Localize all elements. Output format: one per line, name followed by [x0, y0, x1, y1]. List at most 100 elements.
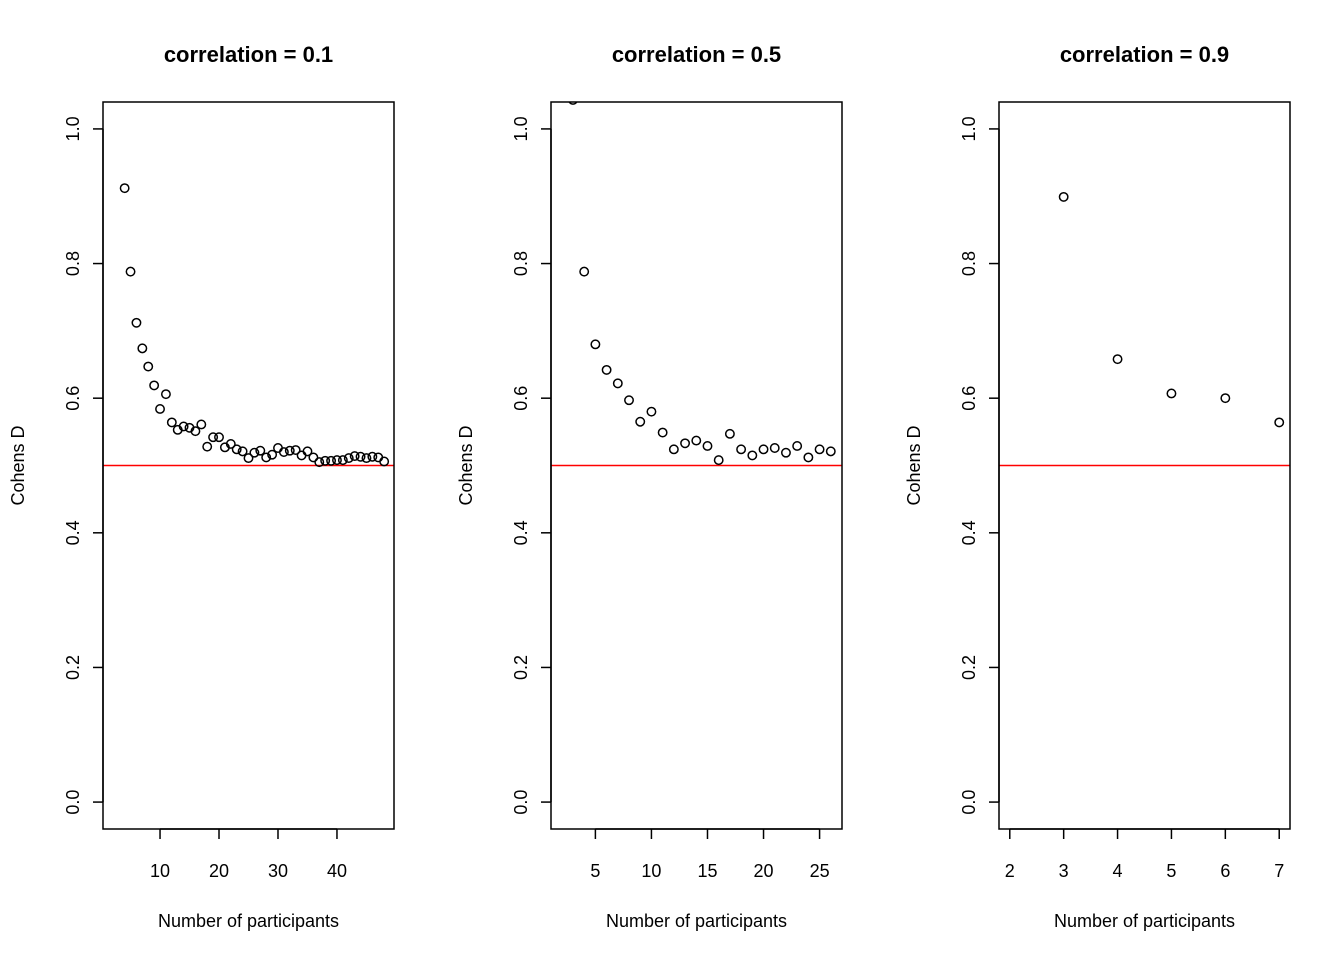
data-point: [713, 455, 724, 466]
data-point: [255, 445, 266, 456]
panel-1: correlation = 0.1 10 20 30 40 Number of parti…: [8, 42, 395, 931]
panel-2: correlation = 0.5 5 10 15 20 25 Number of part…: [456, 42, 843, 931]
data-point: [646, 406, 657, 417]
data-point: [337, 455, 348, 466]
x-tick-label: 20: [754, 861, 774, 881]
y-tick-label: 0.6: [959, 386, 979, 411]
data-point: [290, 445, 301, 455]
data-point: [1166, 388, 1177, 399]
data-point: [225, 439, 236, 449]
panel-title: correlation = 0.9: [1060, 42, 1229, 67]
data-point: [1112, 354, 1123, 365]
data-point: [190, 426, 201, 437]
y-tick-label: 1.0: [63, 116, 83, 141]
data-point: [691, 435, 702, 446]
data-point: [302, 446, 313, 457]
data-point: [792, 441, 803, 451]
data-point: [680, 438, 691, 449]
x-tick-label: 10: [150, 861, 170, 881]
y-tick-label: 0.6: [63, 386, 83, 411]
data-point: [747, 450, 758, 461]
data-point: [267, 449, 278, 460]
data-point: [249, 447, 260, 458]
data-point: [1220, 393, 1231, 404]
x-tick-label: 7: [1274, 861, 1284, 881]
data-point: [668, 444, 679, 455]
data-points: [1058, 191, 1285, 428]
data-point: [781, 447, 791, 458]
data-point: [125, 266, 136, 277]
data-point: [825, 446, 836, 457]
data-point: [131, 317, 142, 328]
data-point: [579, 266, 590, 277]
data-point: [243, 453, 254, 464]
data-point: [367, 451, 378, 462]
y-tick-label: 0.8: [63, 251, 83, 276]
data-point: [379, 456, 390, 467]
data-point: [635, 416, 646, 427]
x-tick-label: 2: [1005, 861, 1015, 881]
data-point: [166, 417, 177, 428]
x-tick-label: 30: [268, 861, 288, 881]
data-point: [196, 419, 207, 430]
data-point: [160, 389, 171, 400]
panel-3: correlation = 0.9 2 3 4 5 6 7 Number of partici…: [904, 42, 1291, 931]
data-point: [814, 444, 825, 455]
data-point: [568, 102, 578, 105]
data-point: [149, 380, 160, 391]
data-point: [214, 432, 224, 443]
y-axis-label: Cohens D: [8, 425, 28, 505]
data-point: [590, 339, 601, 350]
y-tick-label: 0.8: [959, 251, 979, 276]
data-point: [326, 455, 337, 466]
data-point: [332, 455, 342, 466]
data-point: [308, 452, 319, 463]
x-axis-label: Number of participants: [1054, 911, 1235, 931]
x-tick-label: 4: [1113, 861, 1123, 881]
y-tick-label: 0.6: [511, 386, 531, 411]
data-points: [119, 183, 390, 468]
data-point: [237, 446, 248, 457]
data-point: [1274, 417, 1285, 428]
data-point: [278, 447, 289, 457]
data-point: [143, 361, 154, 372]
data-point: [355, 451, 366, 462]
data-point: [119, 183, 130, 194]
data-point: [314, 457, 325, 468]
y-tick-label: 1.0: [511, 116, 531, 141]
data-point: [769, 443, 780, 453]
y-tick-label: 0.0: [511, 790, 531, 815]
data-point: [349, 451, 360, 462]
y-axis-label: Cohens D: [456, 425, 476, 505]
x-tick-label: 5: [590, 861, 600, 881]
x-tick-label: 40: [327, 861, 347, 881]
data-point: [612, 378, 623, 389]
y-tick-label: 0.2: [63, 655, 83, 680]
data-point: [373, 452, 384, 463]
data-point: [657, 427, 668, 438]
y-tick-label: 1.0: [959, 116, 979, 141]
x-tick-label: 5: [1166, 861, 1176, 881]
data-point: [284, 445, 295, 456]
y-axis-label: Cohens D: [904, 425, 924, 505]
data-point: [1058, 191, 1069, 202]
y-tick-label: 0.0: [959, 790, 979, 815]
data-point: [320, 455, 331, 466]
data-point: [724, 428, 735, 439]
y-tick-label: 0.2: [959, 655, 979, 680]
y-tick-label: 0.0: [63, 790, 83, 815]
y-tick-label: 0.8: [511, 251, 531, 276]
x-tick-label: 6: [1220, 861, 1230, 881]
data-point: [273, 443, 283, 453]
y-tick-label: 0.4: [959, 520, 979, 545]
data-point: [208, 432, 219, 443]
data-point: [343, 453, 354, 464]
data-point: [155, 404, 165, 414]
data-point: [231, 444, 242, 455]
data-point: [296, 450, 307, 461]
data-point: [137, 343, 148, 354]
data-point: [202, 441, 213, 452]
x-tick-label: 25: [810, 861, 830, 881]
